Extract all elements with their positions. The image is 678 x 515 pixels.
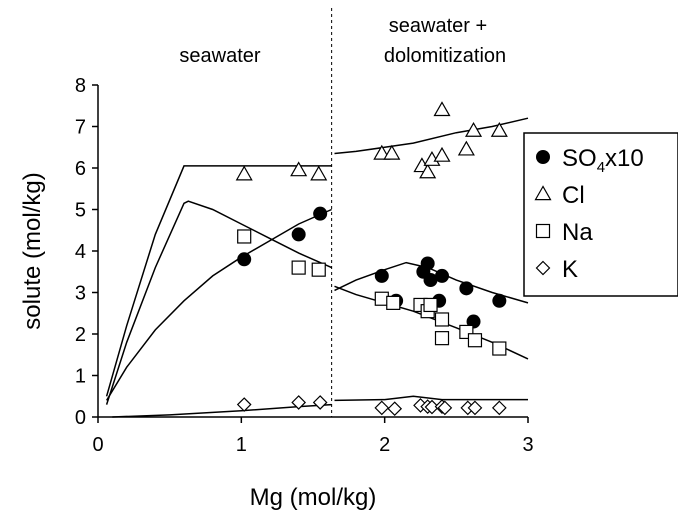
data-point-so4x10 [420,256,435,271]
model-curve-so4x10 [334,261,529,304]
data-point-so4x10 [237,252,252,267]
legend-label-cl: Cl [562,182,585,209]
data-point-k [437,400,453,416]
data-point-k [467,400,483,416]
y-tick-label: 2 [75,324,86,346]
model-curve-k [334,395,528,402]
data-point-cl [235,165,253,181]
data-point-so4x10 [459,281,474,296]
region-label-seawater: seawater [179,45,260,67]
x-tick-label: 2 [379,434,390,456]
y-tick-label: 7 [75,117,86,139]
model-curve-cl [334,117,529,155]
data-point-cl [464,121,483,137]
data-point-na [423,297,438,313]
data-point-k [291,395,307,410]
data-point-so4x10 [423,273,438,288]
data-point-na [434,331,450,346]
data-point-so4x10 [435,268,449,283]
data-point-k [312,395,328,410]
y-tick-label: 3 [75,283,86,305]
x-tick-label: 3 [522,434,533,456]
data-point-na [467,333,483,348]
legend-box [523,132,678,297]
data-point-cl [457,140,475,156]
data-point-so4x10 [492,293,507,308]
y-tick-label: 5 [75,200,86,222]
ticks: 0 1 2 3 0 1 2 3 4 5 6 7 8 [75,75,534,456]
data-point-cl [310,165,328,181]
data-point-k [374,400,390,416]
y-tick-label: 8 [75,75,86,97]
data-point-na [291,260,306,275]
y-tick-label: 0 [75,407,86,429]
x-tick-label: 1 [236,434,247,456]
model-curve-na [105,200,332,405]
model-curve-na [334,285,529,360]
legend-so4-text: SO [562,145,597,172]
y-axis-title: solute (mol/kg) [19,172,46,329]
data-point-k [491,400,507,416]
data-point-so4x10 [313,206,328,221]
y-tick-label: 4 [75,241,86,263]
data-point-so4x10 [374,268,389,283]
legend-label-na: Na [562,219,593,246]
legend-marker-open-square [535,223,551,239]
data-point-na [386,295,401,310]
data-points [235,101,508,417]
y-tick-label: 1 [75,366,86,388]
legend-so4-suffix: x10 [605,145,644,172]
data-point-na [434,312,450,327]
legend-marker-open-triangle [534,185,552,201]
region-label-seawater-plus: seawater + [389,15,487,37]
data-point-na [492,341,507,356]
legend-marker-filled-circle [536,150,550,164]
data-point-so4x10 [291,227,306,242]
data-point-cl [419,163,437,179]
data-point-k [424,399,440,415]
data-point-cl [490,121,508,137]
model-curve-k [112,403,332,418]
model-curves [105,117,529,418]
legend-so4-subscript: 4 [597,159,605,176]
data-point-k [236,397,252,412]
data-point-k [387,401,403,417]
region-label-dolomitization: dolomitization [384,45,506,67]
data-point-cl [433,101,451,117]
y-tick-label: 6 [75,158,86,180]
data-point-na [237,229,252,244]
legend-markers [534,150,552,276]
legend: SO4x10 Cl Na K [523,132,678,297]
legend-label-so4: SO4x10 [562,145,644,176]
data-point-na [311,262,326,277]
x-axis-title: Mg (mol/kg) [250,484,377,511]
legend-label-k: K [562,256,578,283]
x-tick-label: 0 [92,434,103,456]
data-point-cl [433,146,451,162]
model-curve-so4x10 [105,208,332,401]
data-point-cl [383,144,401,160]
data-point-cl [290,161,308,177]
legend-marker-open-diamond [535,260,551,276]
model-curve-cl [105,165,332,397]
